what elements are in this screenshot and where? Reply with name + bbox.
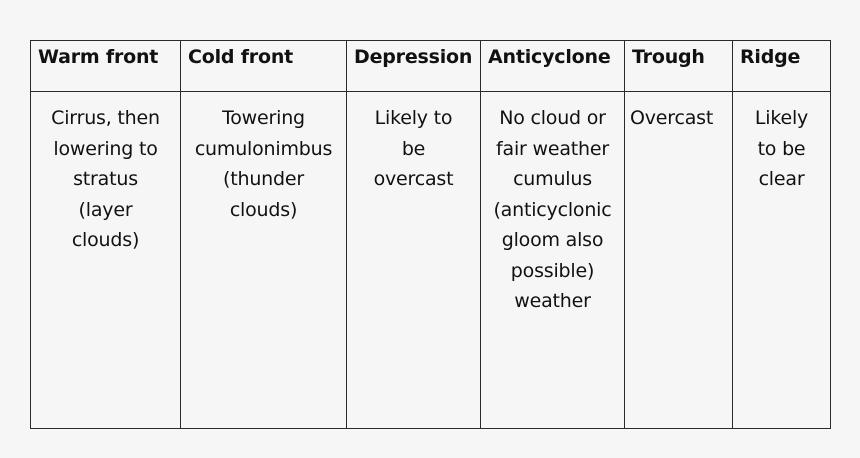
header-cold-front: Cold front <box>180 40 347 92</box>
weather-systems-table: Warm front Cold front Depression Anticyc… <box>30 40 831 429</box>
table-row: Cirrus, then lowering to stratus (layer … <box>30 91 831 429</box>
header-trough: Trough <box>624 40 733 92</box>
table-header-row: Warm front Cold front Depression Anticyc… <box>30 40 831 92</box>
cell-warm-front: Cirrus, then lowering to stratus (layer … <box>30 91 181 429</box>
header-anticyclone: Anticyclone <box>480 40 625 92</box>
header-depression: Depression <box>346 40 481 92</box>
cell-ridge: Likely to be clear <box>732 91 831 429</box>
cell-depression: Likely to be overcast <box>346 91 481 429</box>
cell-cold-front: Towering cumulonimbus (thunder clouds) <box>180 91 347 429</box>
header-warm-front: Warm front <box>30 40 181 92</box>
cell-anticyclone: No cloud or fair weather cumulus (anticy… <box>480 91 625 429</box>
cell-trough: Overcast <box>624 91 733 429</box>
header-ridge: Ridge <box>732 40 831 92</box>
